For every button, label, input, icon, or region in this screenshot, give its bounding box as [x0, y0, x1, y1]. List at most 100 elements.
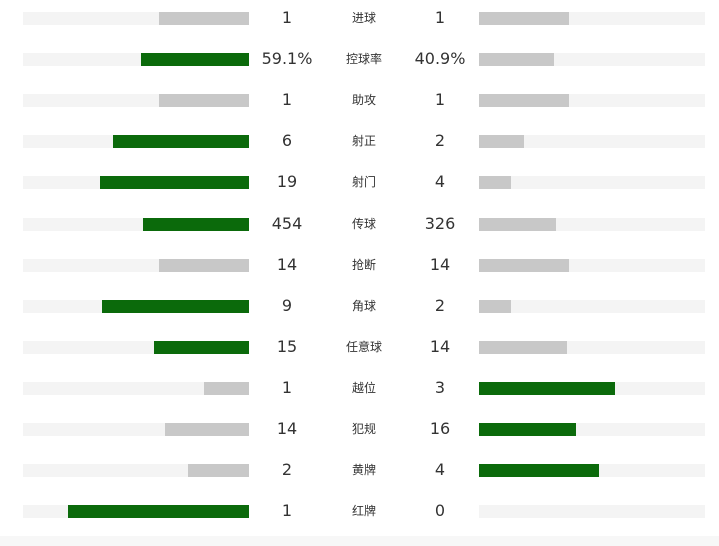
away-bar-track	[479, 218, 705, 231]
away-bar-track	[479, 341, 705, 354]
stat-label: 红牌	[351, 504, 376, 518]
away-bar-track	[479, 423, 705, 436]
home-bar-track	[23, 505, 249, 518]
away-bar-fill	[479, 94, 569, 107]
stat-row: 454 传球 326	[0, 214, 719, 233]
away-bar-track	[479, 176, 705, 189]
away-value: 0	[434, 501, 446, 520]
away-bar-track	[479, 94, 705, 107]
away-bar-fill	[479, 382, 615, 395]
stat-label: 传球	[351, 217, 376, 231]
home-bar-track	[23, 176, 249, 189]
away-value: 1	[434, 8, 446, 27]
home-bar-fill	[159, 94, 249, 107]
home-bar-track	[23, 53, 249, 66]
away-bar-fill	[479, 135, 524, 148]
home-value: 19	[276, 172, 298, 191]
away-value: 2	[434, 296, 446, 315]
home-bar-track	[23, 12, 249, 25]
stat-row: 2 黄牌 4	[0, 460, 719, 479]
stat-label: 射门	[351, 175, 376, 189]
stat-row: 19 射门 4	[0, 172, 719, 191]
home-bar-fill	[154, 341, 249, 354]
home-bar-track	[23, 423, 249, 436]
away-bar-fill	[479, 259, 569, 272]
stat-label: 越位	[351, 381, 376, 395]
home-value: 1	[281, 378, 293, 397]
away-value: 14	[429, 255, 451, 274]
home-value: 14	[276, 419, 298, 438]
home-bar-fill	[100, 176, 249, 189]
home-bar-fill	[113, 135, 249, 148]
away-value: 4	[434, 460, 446, 479]
away-bar-fill	[479, 218, 556, 231]
home-bar-track	[23, 300, 249, 313]
stat-label: 犯规	[351, 422, 376, 436]
home-bar-fill	[159, 259, 249, 272]
home-value: 59.1%	[261, 49, 313, 68]
away-value: 14	[429, 337, 451, 356]
home-bar-track	[23, 259, 249, 272]
home-bar-track	[23, 94, 249, 107]
home-bar-fill	[143, 218, 249, 231]
home-bar-track	[23, 464, 249, 477]
stat-row: 1 越位 3	[0, 378, 719, 397]
away-bar-fill	[479, 53, 554, 66]
away-bar-track	[479, 505, 705, 518]
stat-row: 15 任意球 14	[0, 337, 719, 356]
away-bar-track	[479, 135, 705, 148]
away-value: 16	[429, 419, 451, 438]
home-bar-fill	[188, 464, 249, 477]
stat-row: 1 助攻 1	[0, 90, 719, 109]
away-value: 40.9%	[414, 49, 466, 68]
home-bar-track	[23, 341, 249, 354]
away-value: 4	[434, 172, 446, 191]
home-value: 9	[281, 296, 293, 315]
home-value: 14	[276, 255, 298, 274]
away-bar-fill	[479, 423, 576, 436]
home-bar-track	[23, 382, 249, 395]
home-bar-track	[23, 135, 249, 148]
away-bar-track	[479, 259, 705, 272]
home-bar-fill	[68, 505, 249, 518]
stat-label: 角球	[351, 299, 376, 313]
away-bar-fill	[479, 300, 511, 313]
home-value: 1	[281, 8, 293, 27]
home-value: 1	[281, 501, 293, 520]
home-value: 454	[271, 214, 303, 233]
home-value: 2	[281, 460, 293, 479]
away-value: 326	[424, 214, 456, 233]
away-bar-fill	[479, 464, 599, 477]
away-bar-track	[479, 464, 705, 477]
home-bar-fill	[165, 423, 249, 436]
stat-label: 黄牌	[351, 463, 376, 477]
stat-row: 14 抢断 14	[0, 255, 719, 274]
stat-label: 控球率	[345, 52, 382, 66]
stat-label: 抢断	[351, 258, 376, 272]
away-bar-fill	[479, 341, 567, 354]
home-bar-fill	[159, 12, 249, 25]
stat-label: 助攻	[351, 93, 376, 107]
away-bar-track	[479, 300, 705, 313]
stat-row: 1 红牌 0	[0, 501, 719, 520]
home-value: 6	[281, 131, 293, 150]
away-bar-track	[479, 382, 705, 395]
away-bar-fill	[479, 176, 511, 189]
home-value: 15	[276, 337, 298, 356]
stat-row: 9 角球 2	[0, 296, 719, 315]
home-bar-fill	[204, 382, 249, 395]
stat-row: 59.1% 控球率 40.9%	[0, 49, 719, 68]
away-value: 1	[434, 90, 446, 109]
home-bar-fill	[102, 300, 249, 313]
home-value: 1	[281, 90, 293, 109]
away-value: 2	[434, 131, 446, 150]
home-bar-fill	[141, 53, 249, 66]
stat-row: 6 射正 2	[0, 131, 719, 150]
home-bar-track	[23, 218, 249, 231]
stat-row: 1 进球 1	[0, 8, 719, 27]
stat-label: 任意球	[345, 340, 382, 354]
stat-label: 进球	[351, 11, 376, 25]
away-bar-track	[479, 12, 705, 25]
stat-label: 射正	[351, 134, 376, 148]
